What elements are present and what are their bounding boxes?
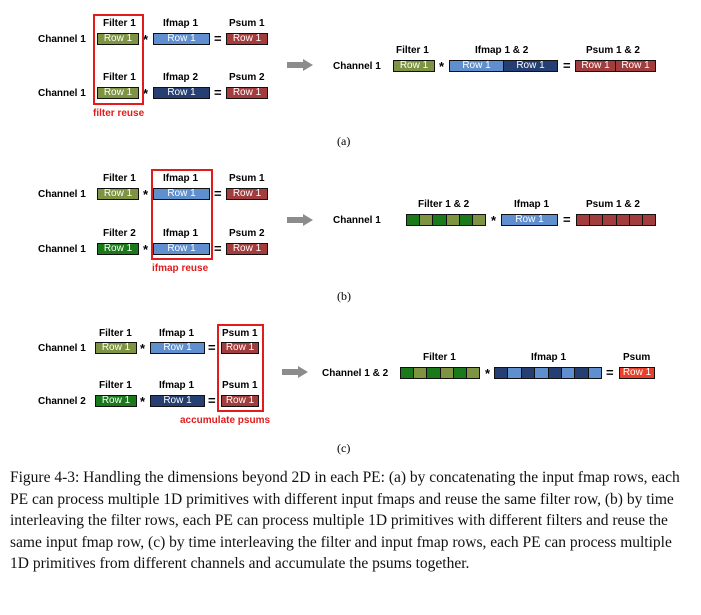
equals-symbol: =: [208, 340, 216, 355]
channel-label: Channel 2: [38, 396, 86, 407]
right-arrow-icon: [287, 214, 313, 226]
equals-symbol: =: [563, 212, 571, 227]
channel-label: Channel 1: [38, 88, 86, 99]
psum-row-cell: Row 1: [615, 60, 656, 72]
channel-label: Channel 1: [333, 215, 381, 226]
filter-row-cell: Row 1: [393, 60, 435, 72]
psum-row-cell: Row 1: [221, 395, 259, 407]
figure-caption: Figure 4-3: Handling the dimensions beyo…: [10, 469, 680, 572]
filter-header: Filter 1: [423, 352, 456, 363]
equals-symbol: =: [214, 241, 222, 256]
ifmap-row-cell: Row 1: [150, 342, 205, 354]
channel-label: Channel 1: [38, 244, 86, 255]
multiply-symbol: *: [439, 59, 445, 74]
reuse-note: filter reuse: [93, 108, 145, 119]
psum-header: Psum 1: [222, 380, 258, 391]
ifmap-header: Ifmap 1: [163, 228, 199, 239]
ifmap-header: Ifmap 1: [514, 199, 550, 210]
filter-header: Filter 1: [396, 45, 429, 56]
filter-header: Filter 1: [103, 18, 136, 29]
multiply-symbol: *: [491, 213, 497, 228]
accumulate-note: accumulate psums: [180, 415, 271, 426]
channel-label: Channel 1: [333, 61, 381, 72]
psum-segmented-row: [576, 214, 656, 226]
filter-header: Filter 1: [103, 173, 136, 184]
filter-header: Filter 2: [103, 228, 136, 239]
multiply-symbol: *: [143, 242, 149, 257]
subfigure-label: (a): [337, 134, 351, 148]
ifmap-row-cell: Row 1: [449, 60, 504, 72]
equals-symbol: =: [214, 31, 222, 46]
multiply-symbol: *: [140, 394, 146, 409]
psum-header: Psum 1 & 2: [586, 45, 640, 56]
filter-row-cell: Row 1: [97, 33, 139, 45]
psum-header: Psum 2: [229, 72, 265, 83]
multiply-symbol: *: [143, 32, 149, 47]
psum-header: Psum 1: [229, 18, 265, 29]
filter-header: Filter 1: [103, 72, 136, 83]
multiply-symbol: *: [485, 366, 491, 381]
psum-row-cell: Row 1: [226, 188, 268, 200]
psum-row-cell: Row 1: [575, 60, 616, 72]
psum-row-cell: Row 1: [226, 33, 268, 45]
multiply-symbol: *: [143, 86, 149, 101]
filter-row-cell: Row 1: [97, 243, 139, 255]
ifmap-header: Ifmap 1: [531, 352, 567, 363]
ifmap-header: Ifmap 1: [159, 328, 195, 339]
ifmap-row-cell: Row 1: [153, 87, 210, 99]
equals-symbol: =: [208, 393, 216, 408]
multiply-symbol: *: [140, 341, 146, 356]
psum-row-cell: Row 1: [619, 367, 655, 379]
filter-segmented-row: [400, 367, 480, 379]
right-arrow-icon: [282, 366, 308, 378]
filter-row-cell: Row 1: [97, 87, 139, 99]
filter-header: Filter 1: [99, 328, 132, 339]
ifmap-row-cell: Row 1: [153, 243, 210, 255]
filter-row-cell: Row 1: [97, 188, 139, 200]
accumulate-highlight-box: [217, 324, 264, 412]
ifmap-header: Ifmap 1: [159, 380, 195, 391]
psum-header: Psum 2: [229, 228, 265, 239]
channel-label: Channel 1: [38, 343, 86, 354]
ifmap-row-cell: Row 1: [501, 214, 558, 226]
ifmap-row-cell: Row 1: [150, 395, 205, 407]
ifmap-row-cell: Row 1: [153, 188, 210, 200]
ifmap-header: Ifmap 1: [163, 18, 199, 29]
psum-header: Psum 1: [222, 328, 258, 339]
channel-label: Channel 1: [38, 34, 86, 45]
equals-symbol: =: [563, 58, 571, 73]
filter-header: Filter 1 & 2: [418, 199, 470, 210]
reuse-note: ifmap reuse: [152, 263, 209, 274]
ifmap-row-cell: Row 1: [153, 33, 210, 45]
equals-symbol: =: [214, 85, 222, 100]
channel-label: Channel 1 & 2: [322, 368, 389, 379]
psum-header: Psum 1 & 2: [586, 199, 640, 210]
ifmap-header: Ifmap 1: [163, 173, 199, 184]
ifmap-segmented-row: [494, 367, 602, 379]
ifmap-row-cell: Row 1: [503, 60, 558, 72]
equals-symbol: =: [606, 365, 614, 380]
ifmap-header: Ifmap 2: [163, 72, 199, 83]
channel-label: Channel 1: [38, 189, 86, 200]
ifmap-header: Ifmap 1 & 2: [475, 45, 529, 56]
psum-row-cell: Row 1: [226, 243, 268, 255]
psum-header: Psum 1: [229, 173, 265, 184]
reuse-highlight-box: [93, 14, 144, 105]
subfigure-label: (b): [337, 289, 351, 303]
subfigure-label: (c): [337, 441, 351, 455]
reuse-highlight-box: [151, 169, 213, 260]
psum-row-cell: Row 1: [221, 342, 259, 354]
filter-row-cell: Row 1: [95, 342, 137, 354]
filter-header: Filter 1: [99, 380, 132, 391]
filter-row-cell: Row 1: [95, 395, 137, 407]
multiply-symbol: *: [143, 187, 149, 202]
psum-header: Psum: [623, 352, 651, 363]
equals-symbol: =: [214, 186, 222, 201]
right-arrow-icon: [287, 59, 313, 71]
filter-segmented-row: [406, 214, 486, 226]
psum-row-cell: Row 1: [226, 87, 268, 99]
